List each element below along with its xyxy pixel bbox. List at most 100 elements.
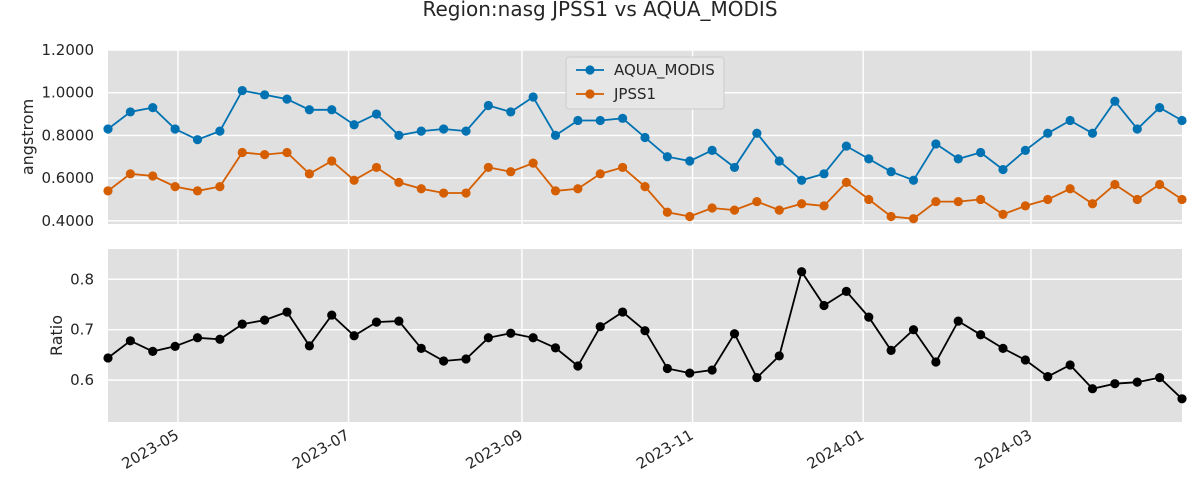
data-point-ratio [1065,360,1075,370]
data-point-jpss1 [1110,179,1120,190]
data-point-aqua-modis [573,115,583,126]
data-point-jpss1 [170,182,180,192]
data-point-aqua-modis [752,128,762,138]
data-point-aqua-modis [215,126,225,136]
x-tick-label: 2023-11 [633,426,696,473]
data-point-aqua-modis [998,164,1008,175]
data-point-ratio [260,315,270,325]
data-point-aqua-modis [797,175,807,185]
data-point-ratio [237,319,247,329]
data-point-jpss1 [573,184,583,194]
legend-label-jpss1: JPSS1 [613,85,656,103]
data-point-jpss1 [908,214,919,224]
data-point-jpss1 [864,194,874,205]
data-point-ratio [819,300,829,311]
data-point-ratio [304,341,314,351]
data-point-aqua-modis [439,124,449,134]
data-point-jpss1 [528,158,538,168]
data-point-jpss1 [1020,201,1030,211]
data-point-jpss1 [394,177,404,187]
data-point-aqua-modis [371,109,382,119]
data-point-ratio [394,316,404,326]
data-point-jpss1 [282,147,292,158]
data-point-aqua-modis [483,100,493,111]
data-point-jpss1 [483,162,493,173]
data-point-jpss1 [215,182,225,192]
data-point-aqua-modis [595,115,605,126]
top-panel-y-ticks: 0.4000 0.6000 0.8000 1.0000 1.2000 [42,41,95,230]
data-point-jpss1 [550,186,561,196]
data-point-ratio [1043,372,1053,382]
data-point-jpss1 [953,196,963,207]
data-point-ratio [953,316,963,326]
data-point-jpss1 [304,169,314,179]
legend: AQUA_MODIS JPSS1 [565,56,725,110]
data-point-jpss1 [103,186,113,196]
data-point-jpss1 [976,194,986,205]
data-point-aqua-modis [819,169,829,179]
y-tick-label: 0.8 [70,270,94,288]
data-point-ratio [729,329,740,339]
data-point-jpss1 [1043,194,1053,205]
data-point-aqua-modis [461,126,471,136]
y-tick-label: 0.4000 [42,212,95,230]
bottom-panel-y-ticks: 0.6 0.7 0.8 [70,270,94,389]
data-point-ratio [662,363,672,374]
data-point-ratio [864,312,874,322]
data-point-aqua-modis [1065,115,1075,126]
legend-label-aqua-modis: AQUA_MODIS [614,61,715,80]
data-point-ratio [1155,373,1165,383]
x-tick-label: 2023-09 [463,426,526,473]
data-point-jpss1 [931,196,941,207]
data-point-jpss1 [595,169,605,179]
data-point-ratio [550,343,561,353]
data-point-ratio [797,267,807,277]
data-point-jpss1 [439,188,449,198]
data-point-ratio [1087,384,1098,394]
data-point-ratio [506,328,516,338]
legend-marker-jpss1 [585,89,595,99]
data-point-ratio [192,333,203,343]
data-point-jpss1 [260,150,270,160]
data-point-ratio [998,343,1008,353]
data-point-aqua-modis [908,175,919,185]
data-point-ratio [282,307,292,317]
data-point-aqua-modis [170,124,180,134]
data-point-ratio [103,353,113,363]
data-point-aqua-modis [841,141,851,151]
data-point-ratio [1020,355,1030,365]
data-point-jpss1 [886,211,896,222]
data-point-aqua-modis [148,103,158,113]
data-point-aqua-modis [1177,115,1187,126]
data-point-aqua-modis [864,154,874,164]
data-point-aqua-modis [685,156,695,166]
data-point-ratio [640,326,650,336]
data-point-aqua-modis [103,124,113,134]
data-point-ratio [483,333,493,343]
data-point-ratio [461,354,471,364]
data-point-aqua-modis [304,105,314,115]
data-point-jpss1 [752,196,762,207]
data-point-ratio [125,336,135,346]
data-point-jpss1 [506,167,516,177]
data-point-ratio [685,368,695,378]
data-point-ratio [416,343,426,353]
data-point-aqua-modis [506,107,516,117]
data-point-ratio [1110,379,1120,389]
bottom-panel-background [108,249,1182,422]
data-point-jpss1 [327,156,337,166]
data-point-jpss1 [707,203,717,213]
data-point-ratio [327,310,337,320]
data-point-jpss1 [148,171,158,181]
data-point-jpss1 [819,201,829,211]
data-point-jpss1 [774,205,784,215]
top-y-axis-label: angstrom [18,99,37,175]
data-point-ratio [1132,377,1142,387]
data-point-ratio [707,365,717,375]
data-point-jpss1 [1065,184,1075,194]
data-point-jpss1 [1087,199,1098,209]
data-point-ratio [752,373,762,383]
y-tick-label: 0.6000 [42,169,95,187]
bottom-y-axis-label: Ratio [47,315,66,356]
